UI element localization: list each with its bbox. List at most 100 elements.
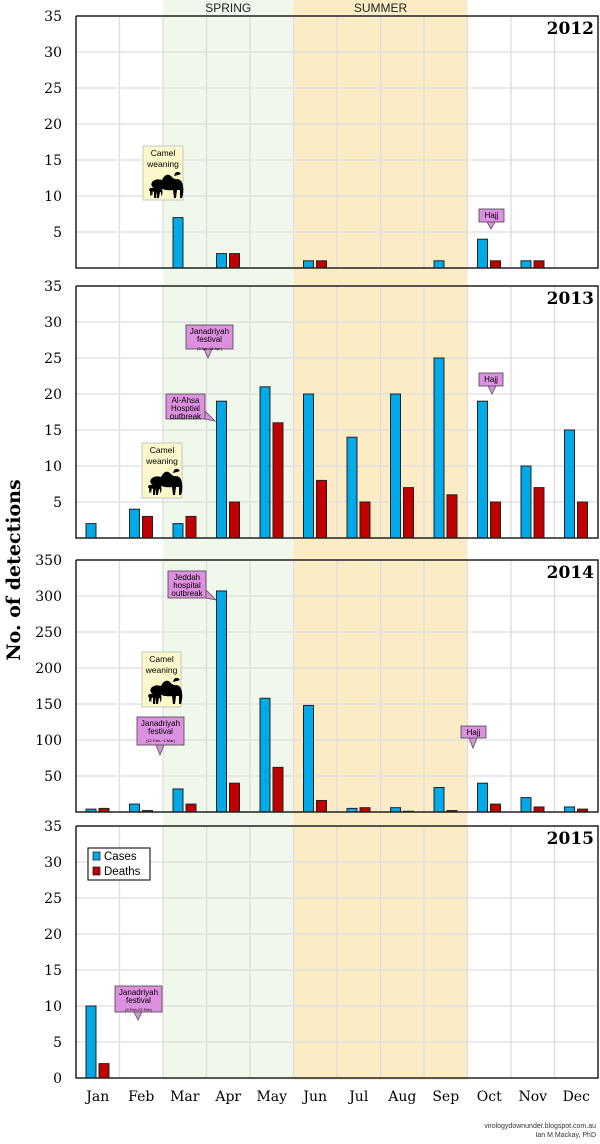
deaths-bar-oct [490,501,501,539]
callout-text: festival [148,727,173,736]
callout-pointer [487,385,497,395]
note-text: weaning [146,159,179,169]
deaths-bar-feb [142,515,153,539]
y-tick-label: 35 [44,279,62,295]
panel-frame [75,285,599,539]
note-text: Camel [149,654,174,664]
x-tick-label: Dec [563,1089,591,1105]
y-tick-label: 30 [44,855,62,871]
cases-bar-mar [172,788,184,813]
y-tick-label: 5 [53,495,62,511]
x-tick-label: Aug [387,1089,416,1105]
y-tick-label: 15 [44,423,62,439]
cases-bar-nov [520,260,532,269]
event-callout: Hajj [478,208,505,230]
deaths-bar-jun [316,479,327,539]
y-tick-label: 25 [44,351,62,367]
year-label: 2014 [547,563,594,583]
cases-bar-apr [216,590,227,813]
callout-box [114,985,163,1013]
note-text: weaning [145,456,178,466]
season-label: SPRING [205,1,251,15]
cases-bar-jun [303,260,314,269]
callout-pointer [133,1011,143,1021]
cases-bar-mar [172,217,184,269]
y-tick-label: 0 [53,1071,62,1087]
callout-text: festival [197,335,222,344]
callout-text: Hosptial [171,404,200,413]
x-tick-label: Nov [518,1089,547,1105]
cases-bar-oct [477,238,488,269]
x-tick-label: Jul [347,1089,369,1105]
y-tick-label: 10 [44,459,62,475]
event-callout: Hajj [478,372,504,395]
panel-2014: 50 100 150 200 250 300 350 2014 Jeddahhospitalou… [35,553,599,813]
panel-frame [75,15,599,269]
y-tick-label: 30 [44,315,62,331]
deaths-bar-nov [533,806,545,813]
y-tick-label: 10 [44,999,62,1015]
callout-text: Jeddah [174,573,200,582]
panel-frame [75,559,599,813]
y-tick-label: 350 [35,553,62,569]
y-tick-label: 35 [44,819,62,835]
y-tick-label: 5 [53,225,62,241]
y-tick-label: 15 [44,153,62,169]
callout-text: Hajj [467,728,481,737]
x-tick-label: Jun [301,1089,327,1105]
cases-bar-nov [520,797,532,813]
cases-bar-may [259,386,271,539]
x-tick-label: Jan [84,1089,109,1105]
callout-box [136,716,185,746]
deaths-bar-apr [229,782,240,813]
cases-bar-sep [433,260,445,269]
x-tick-label: Mar [170,1089,200,1105]
cases-bar-feb [129,508,140,539]
callout-date-note: (4 Feb-22 Feb) [125,1007,152,1012]
cases-bar-sep [433,357,445,539]
deaths-bar-mar [185,515,197,539]
callout-text: hospital [173,581,201,590]
camel-calf-icon [148,481,162,493]
credit-line-2: Ian M Mackay, PhD [535,1132,596,1139]
x-tick-label: Apr [214,1089,241,1105]
note-text: weaning [145,665,178,675]
deaths-bar-dec [577,501,588,539]
callout-text: Hajj [485,211,499,220]
callout-text: Janadriyah [141,719,180,728]
cases-bar-dec [564,806,575,813]
year-label: 2015 [547,829,594,849]
y-tick-label: 200 [35,661,62,677]
legend-label-cases: Cases [104,851,137,863]
y-tick-label: 100 [35,733,62,749]
cases-bar-apr [216,400,227,539]
legend-swatch-cases [92,851,101,861]
deaths-bar-oct [490,803,501,813]
y-tick-label: 15 [44,963,62,979]
callout-box [460,725,487,739]
callout-pointer [486,221,496,230]
callout-pointer [468,737,478,750]
note-text: Camel [150,445,175,455]
x-tick-label: Feb [128,1089,154,1105]
cases-bar-oct [477,400,488,539]
y-tick-label: 35 [44,9,62,25]
y-axis-label: No. of detections [3,479,25,660]
deaths-bar-apr [229,501,240,539]
y-tick-label: 20 [44,927,62,943]
legend: Cases Deaths [87,847,151,881]
callout-box [167,570,207,599]
cases-bar-may [259,697,271,813]
legend-swatch-deaths [92,866,101,876]
year-label: 2013 [547,289,594,309]
credit-line-1: virologydownunder.blogspot.com.au [484,1123,596,1130]
y-tick-label: 250 [35,625,62,641]
deaths-bar-nov [533,487,545,539]
y-tick-label: 50 [44,769,62,785]
